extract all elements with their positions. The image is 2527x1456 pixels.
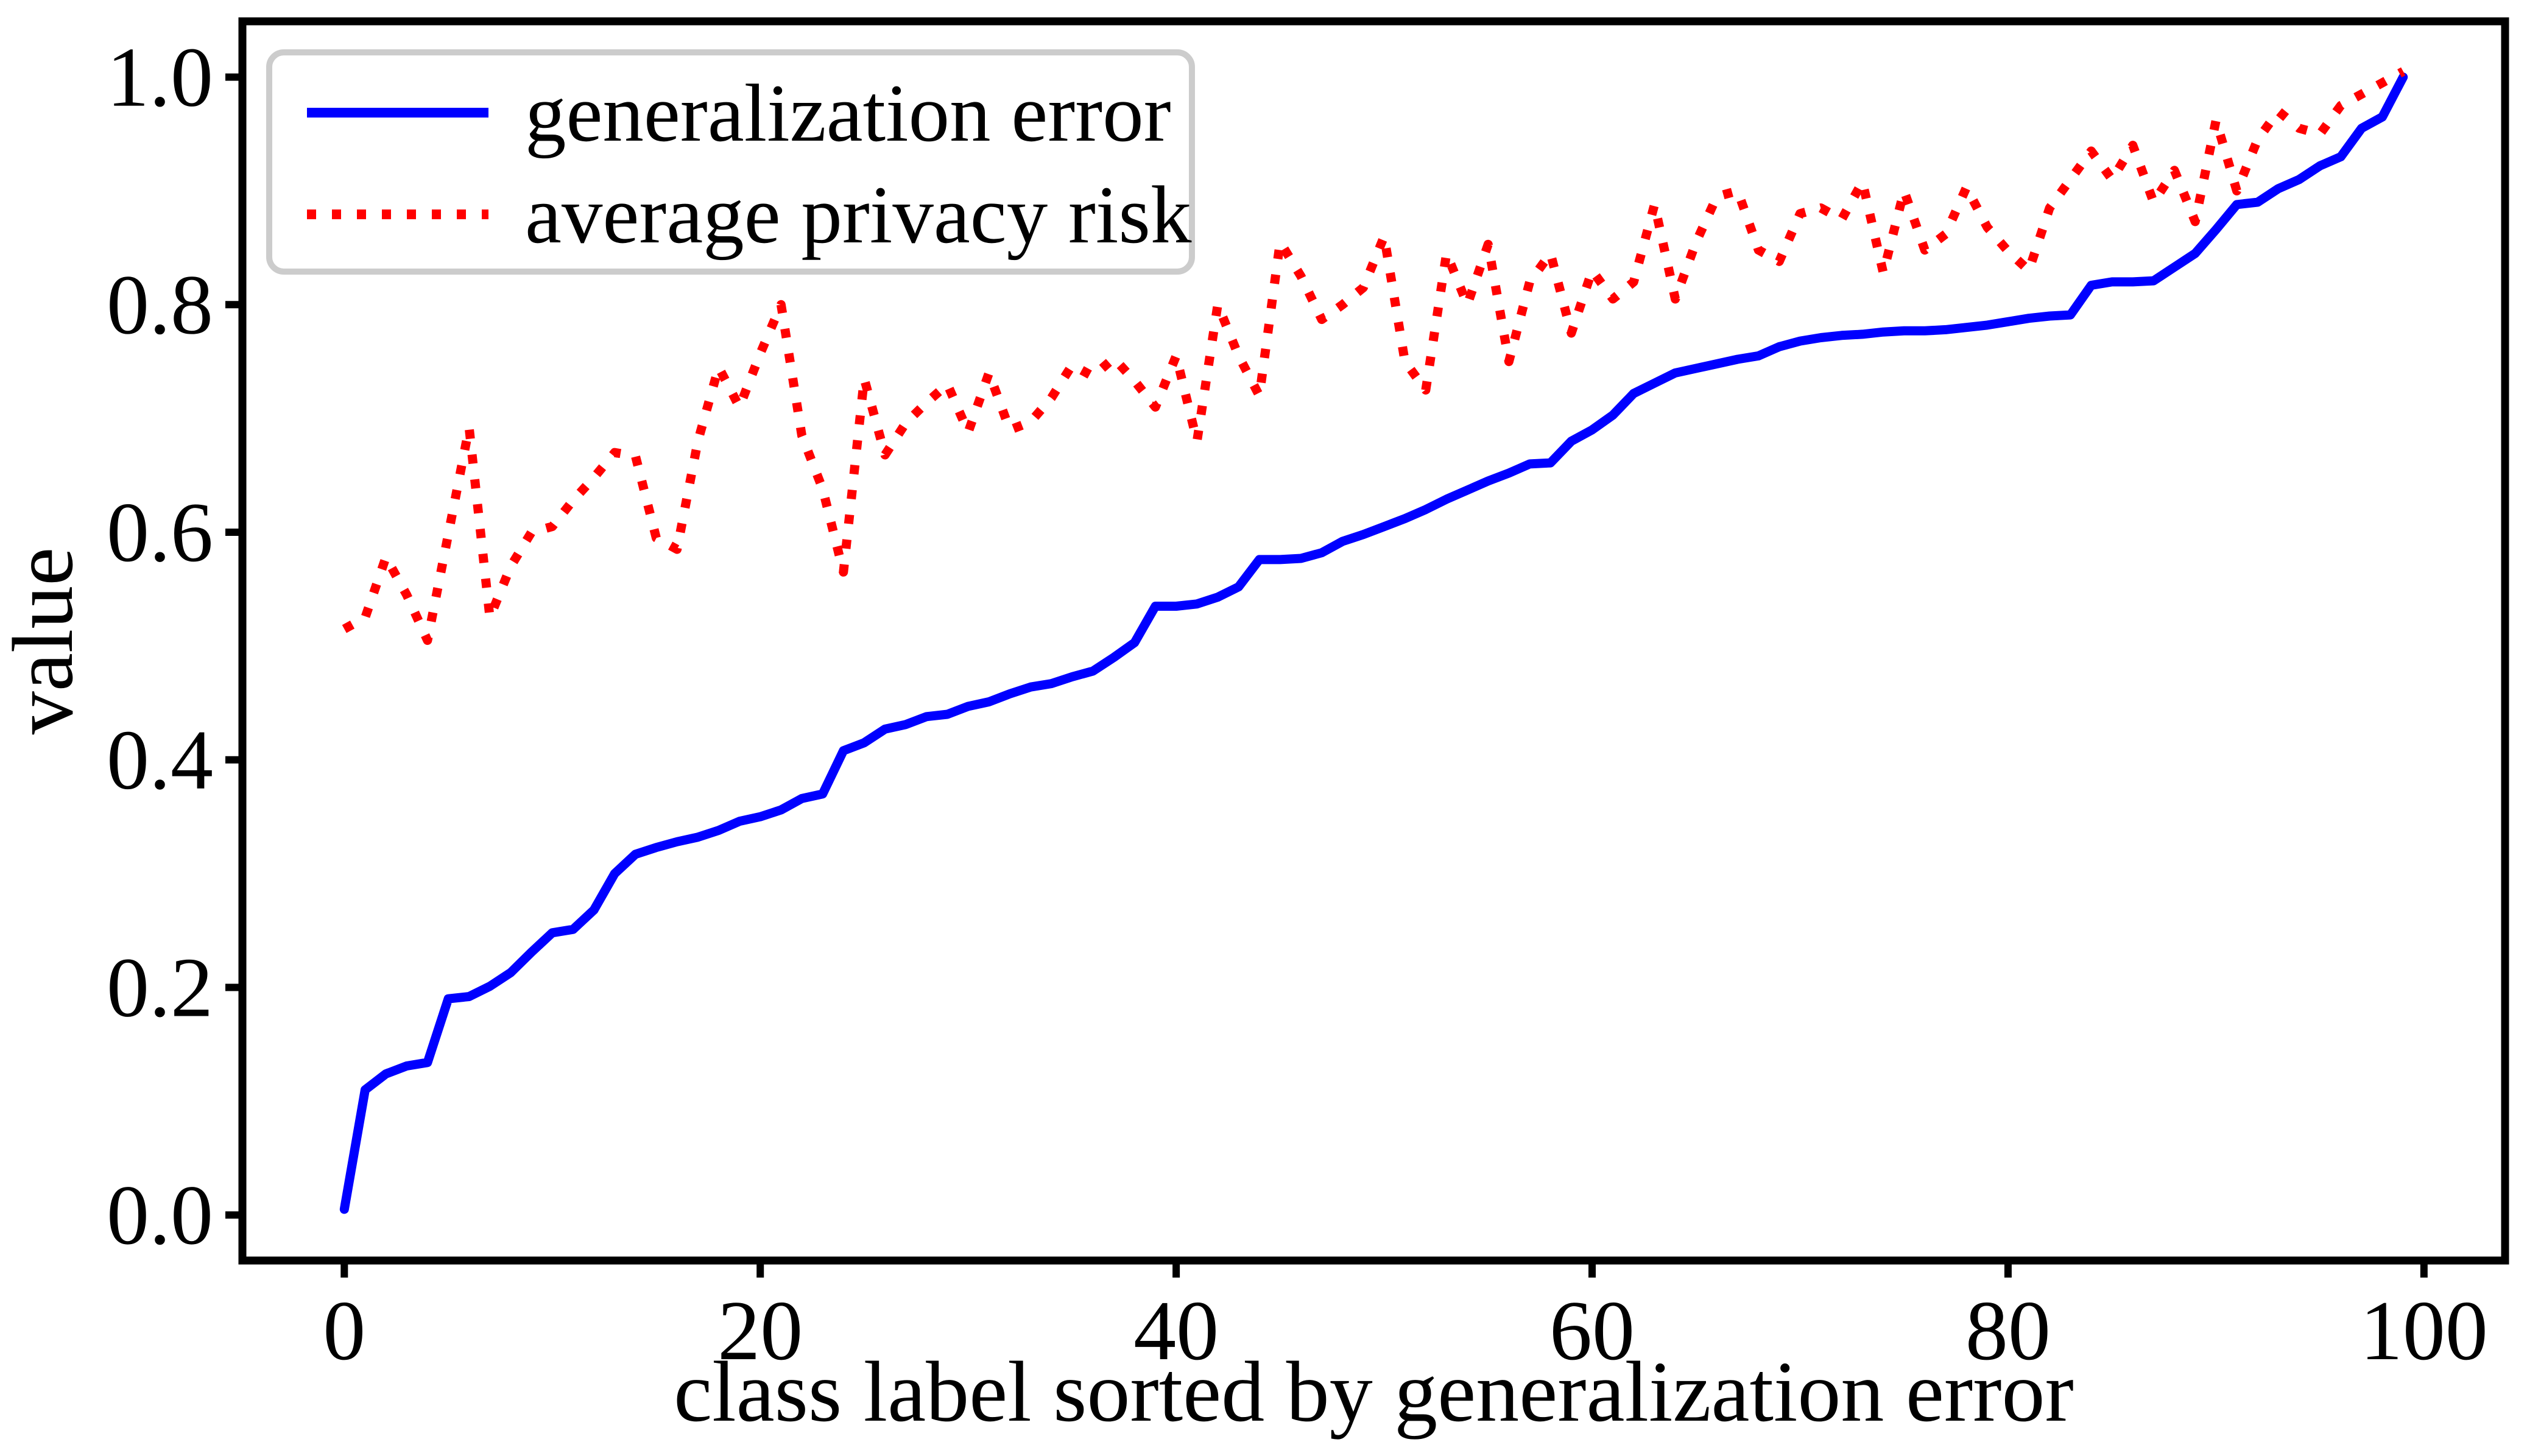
legend-label-average-privacy-risk: average privacy risk xyxy=(525,170,1192,261)
y-tick-label: 0.0 xyxy=(107,1168,213,1262)
x-tick-label: 20 xyxy=(717,1284,803,1378)
x-tick-label: 0 xyxy=(323,1284,365,1378)
x-tick-label: 80 xyxy=(1965,1284,2051,1378)
y-tick-label: 0.4 xyxy=(107,713,213,807)
x-tick-label: 100 xyxy=(2360,1284,2488,1378)
y-tick-label: 0.8 xyxy=(107,258,213,352)
y-tick-label: 1.0 xyxy=(107,30,213,125)
legend-box xyxy=(266,49,1195,275)
plot-border xyxy=(238,17,2509,1265)
x-axis-label: class label sorted by generalization err… xyxy=(674,1343,2074,1440)
x-tick-label: 40 xyxy=(1133,1284,1219,1378)
y-axis-label: value xyxy=(0,547,91,735)
y-tick-label: 0.2 xyxy=(107,941,213,1035)
x-tick-label: 60 xyxy=(1549,1284,1635,1378)
legend-label-generalization-error: generalization error xyxy=(525,68,1171,159)
y-tick-label: 0.6 xyxy=(107,485,213,580)
series-generalization-error xyxy=(339,72,2408,1214)
